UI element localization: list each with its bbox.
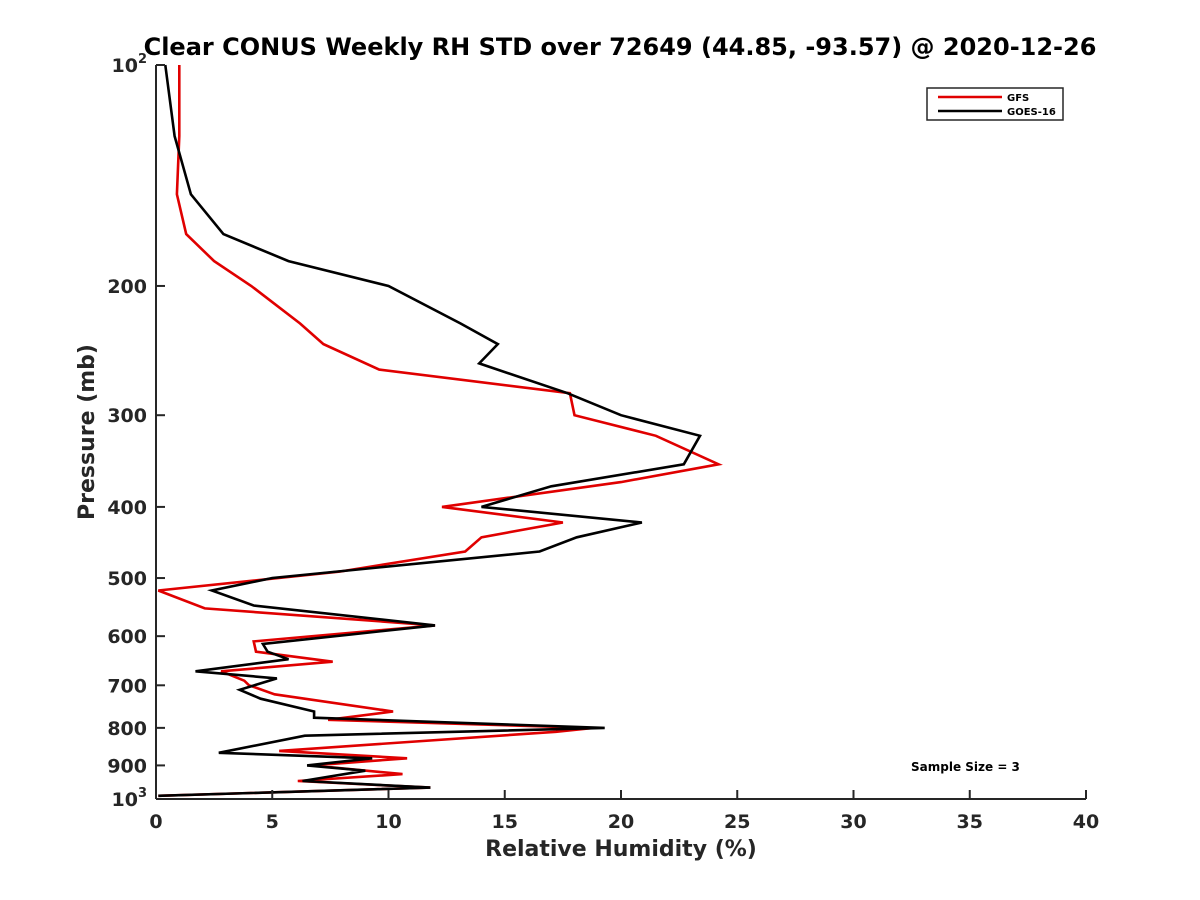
y-tick-label: 900 xyxy=(107,755,147,777)
x-axis-label: Relative Humidity (%) xyxy=(485,837,757,862)
y-tick-label: 800 xyxy=(107,718,147,740)
y-tick-label: 600 xyxy=(107,626,147,648)
y-tick-label: 500 xyxy=(107,568,147,590)
x-tick-label: 35 xyxy=(957,811,983,833)
x-tick-label: 0 xyxy=(149,811,162,833)
series-line-goes16 xyxy=(158,64,702,798)
x-tick-label: 5 xyxy=(266,811,279,833)
y-tick-exponent: 3 xyxy=(138,786,147,801)
legend-label-gfs: GFS xyxy=(1007,93,1029,104)
y-tick-base: 10 xyxy=(112,55,138,77)
x-ticks: 0 5 10 15 20 25 30 35 40 xyxy=(149,790,1099,833)
y-tick-label: 102 xyxy=(112,52,148,77)
series-line-gfs xyxy=(157,65,723,798)
legend-label-goes16: GOES-16 xyxy=(1007,107,1056,118)
y-tick-label: 300 xyxy=(107,405,147,427)
x-tick-label: 30 xyxy=(840,811,866,833)
y-tick-exponent: 2 xyxy=(138,52,147,67)
x-tick-label: 15 xyxy=(492,811,518,833)
plot-area: 0 5 10 15 20 25 30 35 40 10220030040050060070080… xyxy=(107,52,1099,833)
x-tick-label: 25 xyxy=(724,811,750,833)
x-tick-label: 20 xyxy=(608,811,634,833)
chart-title: Clear CONUS Weekly RH STD over 72649 (44… xyxy=(144,33,1097,61)
sample-size-annotation: Sample Size = 3 xyxy=(911,760,1020,774)
y-tick-label: 400 xyxy=(107,497,147,519)
y-tick-base: 10 xyxy=(112,789,138,811)
x-tick-label: 10 xyxy=(375,811,401,833)
y-axis-label: Pressure (mb) xyxy=(75,344,100,520)
y-tick-label: 200 xyxy=(107,276,147,298)
x-tick-label: 40 xyxy=(1073,811,1099,833)
series-layer xyxy=(157,64,723,798)
legend-box xyxy=(926,87,1064,121)
legend: GFS GOES-16 xyxy=(926,87,1064,121)
y-tick-label: 103 xyxy=(112,786,148,811)
y-tick-label: 700 xyxy=(107,675,147,697)
